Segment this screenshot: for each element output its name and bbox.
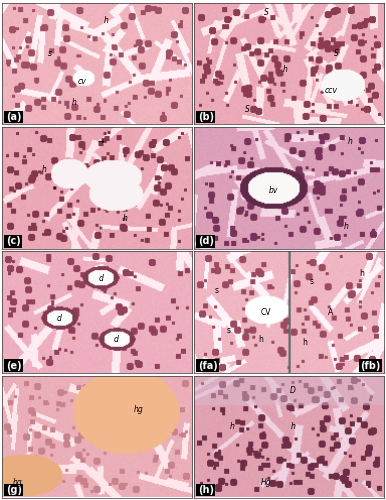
Text: h: h: [72, 98, 76, 107]
Text: h: h: [41, 165, 46, 174]
Text: h: h: [283, 65, 288, 74]
Text: d: d: [56, 314, 61, 323]
Text: h: h: [104, 16, 109, 26]
Text: d: d: [113, 334, 119, 344]
Text: h: h: [347, 137, 352, 146]
Text: (g): (g): [6, 485, 22, 495]
Text: hg: hg: [134, 405, 144, 414]
Text: *: *: [99, 226, 103, 235]
Text: S: S: [264, 8, 269, 16]
Text: S: S: [334, 49, 339, 58]
Text: h: h: [344, 222, 349, 232]
Text: (fb): (fb): [360, 360, 380, 370]
Text: h: h: [230, 422, 234, 432]
Text: (fa): (fa): [198, 360, 218, 370]
Text: s: s: [226, 326, 230, 335]
Text: cv: cv: [78, 77, 86, 86]
Text: (c): (c): [6, 236, 20, 246]
Text: h: h: [123, 214, 128, 223]
Text: s: s: [215, 286, 219, 294]
Text: (b): (b): [198, 112, 214, 122]
Text: D: D: [290, 386, 296, 395]
Text: ccv: ccv: [324, 86, 337, 95]
Text: →: →: [98, 137, 104, 146]
Text: A: A: [328, 308, 334, 316]
Text: (e): (e): [6, 360, 21, 370]
Text: s: s: [47, 49, 51, 58]
Text: h: h: [290, 422, 295, 432]
Text: h: h: [359, 268, 364, 278]
Text: bv: bv: [269, 186, 278, 194]
Text: h: h: [258, 334, 263, 344]
Text: (h): (h): [198, 485, 214, 495]
Text: d: d: [98, 274, 103, 282]
Text: *: *: [53, 186, 57, 194]
Text: (d): (d): [198, 236, 214, 246]
Text: S: S: [245, 106, 250, 114]
Text: CV: CV: [261, 308, 271, 316]
Text: Hg: Hg: [261, 478, 271, 488]
Text: s: s: [310, 277, 314, 286]
Text: (a): (a): [6, 112, 21, 122]
Text: h: h: [302, 338, 306, 347]
Text: hg: hg: [12, 478, 22, 488]
